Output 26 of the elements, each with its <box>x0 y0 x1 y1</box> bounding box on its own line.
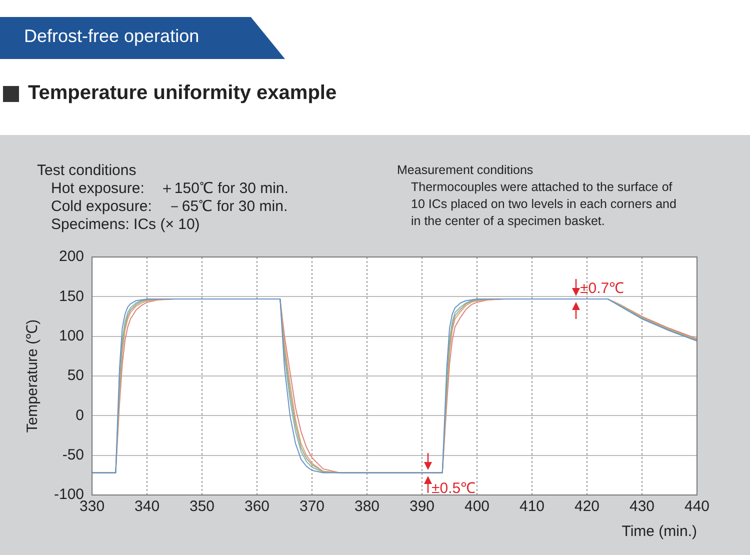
x-tick-label: 360 <box>244 498 270 516</box>
y-tick-label: 100 <box>58 327 84 344</box>
y-axis-title: Temperature (℃) <box>24 319 42 433</box>
y-tick-label: 50 <box>67 367 84 384</box>
x-tick-label: 420 <box>574 498 600 516</box>
x-tick-label: 400 <box>464 498 490 516</box>
x-tick-label: 330 <box>80 498 105 516</box>
x-tick-label: 350 <box>190 498 215 516</box>
x-axis-title: Time (min.) <box>622 523 697 540</box>
chart-title: Defrost-free operation <box>24 26 200 47</box>
y-tick-label: 150 <box>58 288 84 305</box>
x-tick-label: 410 <box>519 498 545 516</box>
x-tick-label: 370 <box>300 498 325 516</box>
annotation: ±0.7℃ <box>580 279 624 298</box>
x-tick-label: 340 <box>134 498 160 516</box>
y-tick-label: -50 <box>62 446 84 464</box>
y-tick-label: 0 <box>76 406 84 424</box>
text: Test conditions Hot exposure: ＋150℃ for 30 min. Cold exposure: －65℃ for 30 min. Specimens: ICs (× 10) <box>37 162 288 234</box>
x-tick-label: 430 <box>629 498 655 516</box>
annotation: ±0.5℃ <box>432 478 476 497</box>
x-tick-label: 390 <box>409 498 435 516</box>
text: Measurement conditions Thermocouples were attached to the surface of 10 ICs placed on two levels in each corners and in the center of a specimen basket. <box>397 162 676 230</box>
x-tick-label: 440 <box>684 498 710 516</box>
y-tick-label: 200 <box>58 248 84 266</box>
x-tick-label: 380 <box>354 498 380 516</box>
chart-subtitle: Temperature uniformity example <box>28 82 337 105</box>
